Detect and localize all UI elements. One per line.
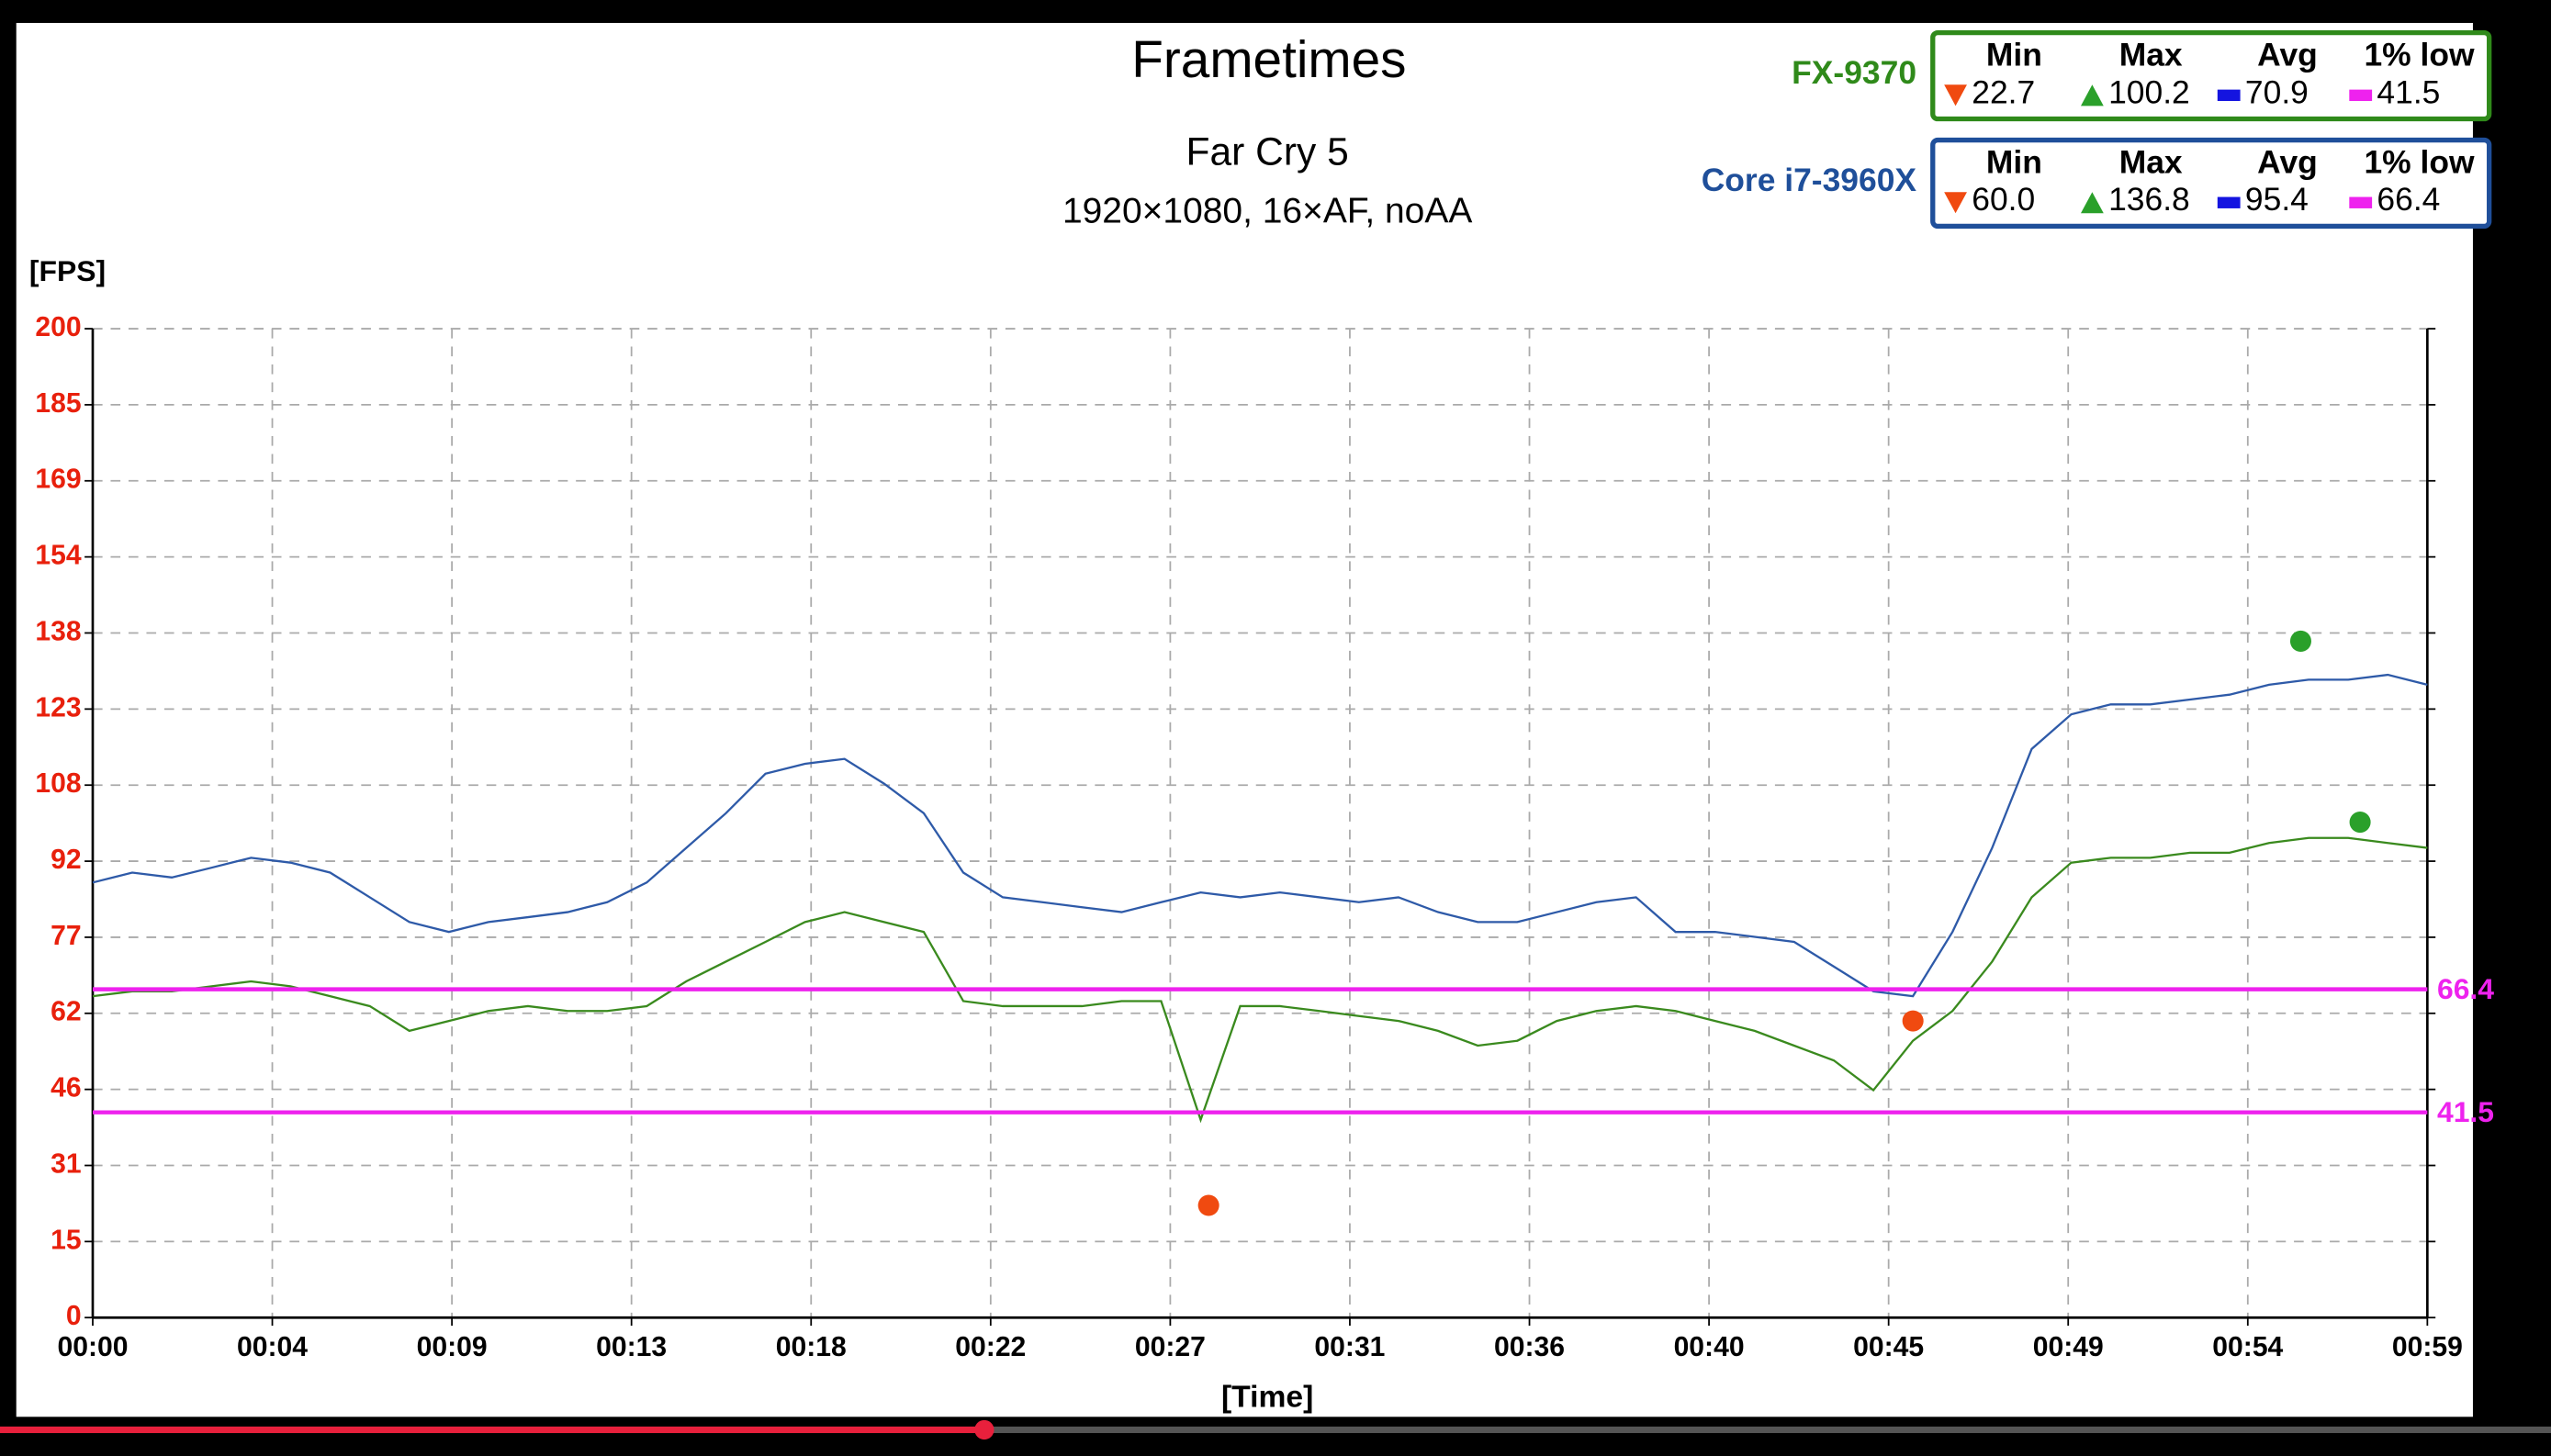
- legend-name: Core i7-3960X: [1702, 162, 1917, 198]
- stats-header: Max: [2119, 143, 2183, 180]
- x-tick-label: 00:49: [2033, 1332, 2104, 1362]
- stats-value: 66.4: [2377, 181, 2440, 218]
- stats-value: 136.8: [2108, 181, 2190, 218]
- progress-track: [0, 1426, 2551, 1434]
- low-icon: [2349, 196, 2373, 208]
- low-icon: [2349, 89, 2373, 102]
- one-percent-low-label: 66.4: [2437, 972, 2494, 1005]
- chart-subtitle: Far Cry 5: [1186, 131, 1349, 174]
- x-tick-label: 00:04: [237, 1332, 308, 1362]
- x-tick-label: 00:22: [955, 1332, 1026, 1362]
- stats-value: 95.4: [2245, 181, 2309, 218]
- stats-value: 22.7: [1972, 73, 2035, 110]
- y-tick-label: 200: [35, 312, 81, 342]
- y-tick-label: 15: [51, 1225, 82, 1255]
- y-tick-label: 0: [66, 1301, 82, 1331]
- x-tick-label: 00:45: [1853, 1332, 1924, 1362]
- stats-header: Min: [1986, 143, 2042, 180]
- legend-name: FX-9370: [1792, 54, 1916, 91]
- y-tick-label: 77: [51, 921, 82, 951]
- series-line: [92, 836, 2428, 1124]
- x-tick-label: 00:31: [1314, 1332, 1385, 1362]
- x-tick-label: 00:27: [1135, 1332, 1206, 1362]
- y-tick-label: 154: [35, 541, 81, 571]
- stats-value: 70.9: [2245, 73, 2309, 110]
- stats-value: 60.0: [1972, 181, 2035, 218]
- y-tick-label: 46: [51, 1073, 82, 1103]
- stats-header: 1% low: [2364, 37, 2475, 73]
- stats-header: 1% low: [2364, 143, 2475, 180]
- chart-settings: 1920×1080, 16×AF, noAA: [1062, 192, 1472, 231]
- y-tick-label: 185: [35, 388, 81, 419]
- y-tick-label: 108: [35, 768, 81, 799]
- progress-played[interactable]: [0, 1426, 984, 1434]
- stats-value: 100.2: [2108, 73, 2190, 110]
- x-tick-label: 00:13: [596, 1332, 667, 1362]
- y-tick-label: 62: [51, 997, 82, 1027]
- max-icon: [2080, 84, 2104, 106]
- max-icon: [2080, 192, 2104, 214]
- one-percent-low-label: 41.5: [2437, 1095, 2494, 1128]
- x-tick-label: 00:59: [2392, 1332, 2463, 1362]
- avg-icon: [2217, 196, 2241, 208]
- avg-icon: [2217, 89, 2241, 102]
- stats-header: Min: [1986, 37, 2042, 73]
- min-icon: [1944, 84, 1967, 106]
- stats-header: Max: [2119, 37, 2183, 73]
- y-tick-label: 31: [51, 1148, 82, 1179]
- x-tick-label: 00:36: [1494, 1332, 1565, 1362]
- series-line: [92, 673, 2428, 998]
- y-tick-label: 123: [35, 692, 81, 722]
- stats-header: Avg: [2257, 143, 2318, 180]
- max-marker: [2289, 630, 2311, 652]
- x-axis-label: [Time]: [1221, 1381, 1313, 1415]
- min-marker: [1902, 1010, 1924, 1032]
- y-tick-label: 92: [51, 845, 82, 875]
- min-icon: [1944, 192, 1967, 214]
- x-tick-label: 00:00: [57, 1332, 128, 1362]
- chart-background: [16, 22, 2473, 1417]
- y-axis-label: [FPS]: [29, 254, 106, 287]
- stats-value: 41.5: [2377, 73, 2440, 110]
- min-marker: [1197, 1194, 1219, 1216]
- max-marker: [2349, 812, 2371, 834]
- x-tick-label: 00:18: [776, 1332, 847, 1362]
- chart-title: Frametimes: [1131, 31, 1406, 89]
- y-tick-label: 169: [35, 465, 81, 495]
- x-tick-label: 00:09: [417, 1332, 488, 1362]
- x-tick-label: 00:54: [2212, 1332, 2283, 1362]
- y-tick-label: 138: [35, 616, 81, 646]
- stats-header: Avg: [2257, 37, 2318, 73]
- progress-handle[interactable]: [974, 1419, 995, 1440]
- x-tick-label: 00:40: [1674, 1332, 1745, 1362]
